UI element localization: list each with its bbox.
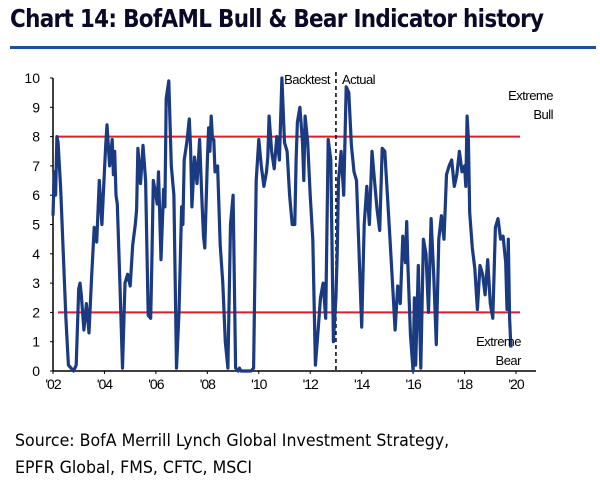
annotation-labels: Backtest Actual Extreme Bull Extreme Bear xyxy=(284,72,554,368)
axes: 0 1 2 3 4 5 6 7 8 9 10 '02 '04 '06 '08 '10 '12 '14 '16 '18 '… xyxy=(24,70,536,392)
title-underline xyxy=(10,46,596,49)
extreme-bull-label-line2: Bull xyxy=(533,107,553,122)
extreme-bull-label-line1: Extreme xyxy=(508,88,553,103)
source-line-1: Source: BofA Merrill Lynch Global Invest… xyxy=(15,431,450,451)
y-tick-label: 6 xyxy=(32,187,40,203)
x-tick-label: '02 xyxy=(45,376,61,392)
y-tick-label: 2 xyxy=(32,304,40,320)
y-tick-label: 1 xyxy=(32,334,40,350)
y-tick-label: 5 xyxy=(32,217,40,233)
source-line-2: EPFR Global, FMS, CFTC, MSCI xyxy=(15,458,252,478)
actual-label: Actual xyxy=(342,72,376,87)
x-tick-label: '16 xyxy=(405,376,421,392)
chart-title: Chart 14: BofAML Bull & Bear Indicator h… xyxy=(10,4,544,33)
x-tick-label: '08 xyxy=(200,376,216,392)
y-tick-label: 0 xyxy=(32,363,40,379)
series-line xyxy=(51,76,513,373)
bull-bear-chart: 0 1 2 3 4 5 6 7 8 9 10 '02 '04 '06 '08 '10 '12 '14 '16 '18 '… xyxy=(24,70,554,392)
extreme-bear-label-line2: Bear xyxy=(496,353,523,368)
x-tick-label: '20 xyxy=(508,376,524,392)
y-tick-label: 4 xyxy=(32,246,40,262)
y-tick-label: 9 xyxy=(32,99,40,115)
x-tick-label: '04 xyxy=(97,376,113,392)
y-tick-label: 3 xyxy=(32,275,40,291)
x-tick-label: '10 xyxy=(251,376,267,392)
threshold-lines xyxy=(58,135,520,314)
y-tick-label: 7 xyxy=(32,158,40,174)
backtest-label: Backtest xyxy=(284,72,331,87)
y-tick-label: 8 xyxy=(32,129,40,145)
x-tick-label: '12 xyxy=(303,376,319,392)
extreme-bear-label-line1: Extreme xyxy=(476,334,521,349)
series-group xyxy=(51,76,513,373)
source-note: Source: BofA Merrill Lynch Global Invest… xyxy=(15,428,449,482)
x-tick-label: '18 xyxy=(457,376,473,392)
x-tick-label: '14 xyxy=(354,376,370,392)
y-tick-label: 10 xyxy=(24,70,40,86)
x-tick-label: '06 xyxy=(148,376,164,392)
